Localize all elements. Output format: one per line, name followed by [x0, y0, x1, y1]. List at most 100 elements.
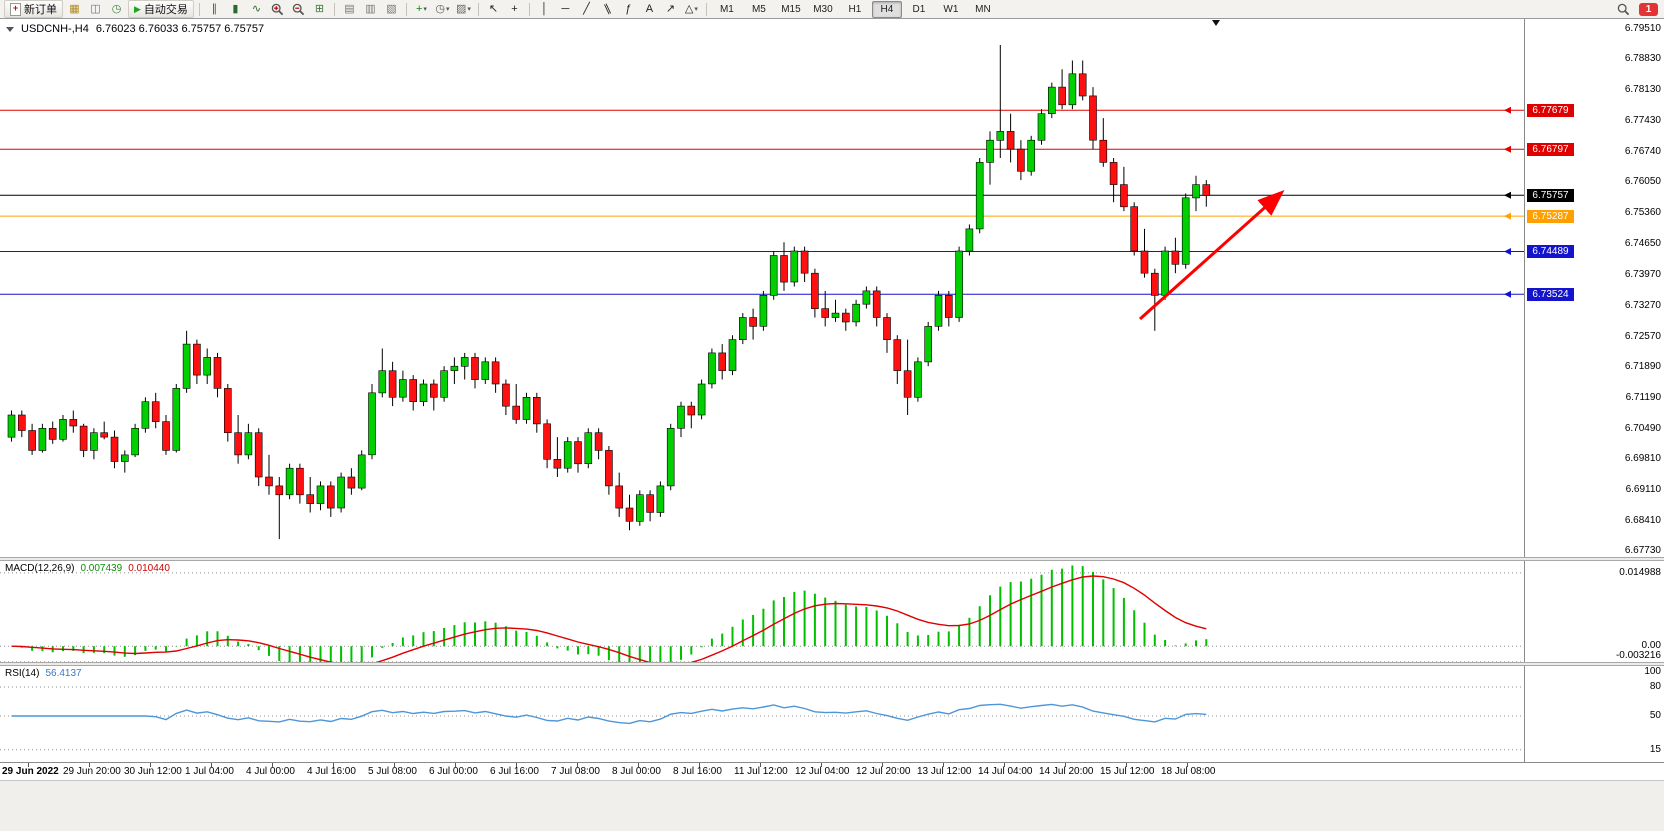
chart-windows-icon[interactable]: ▦: [69, 2, 80, 15]
price-axis-tick: 6.76050: [1624, 176, 1661, 187]
price-axis-tick: 6.71190: [1625, 392, 1661, 403]
rsi-axis-tick: 15: [1649, 744, 1661, 755]
tf-h1[interactable]: H1: [848, 3, 862, 15]
channel-icon[interactable]: ∥: [602, 1, 613, 16]
time-axis-tick: [699, 763, 700, 767]
collapse-icon[interactable]: [6, 26, 14, 32]
vertical-line-icon[interactable]: │: [540, 2, 548, 15]
time-axis-label: 29 Jun 2022: [2, 766, 59, 777]
arrow-tool-icon[interactable]: ↗: [665, 2, 676, 15]
price-axis-tick: 6.75360: [1624, 207, 1661, 218]
rsi-axis-tick: 80: [1649, 681, 1661, 692]
macd-level-lines: [0, 572, 1524, 662]
rsi-line: [11, 703, 1207, 725]
time-axis-label: 8 Jul 16:00: [673, 766, 722, 777]
tf-d1[interactable]: D1: [912, 3, 926, 15]
time-axis-tick: [272, 763, 273, 767]
price-axis-tick: 6.69810: [1624, 453, 1661, 464]
button-label: 自动交易: [143, 4, 188, 16]
time-axis-tick: [211, 763, 212, 767]
fibonacci-icon[interactable]: ƒ: [625, 2, 632, 15]
price-axis-tick: 6.79510: [1624, 23, 1661, 34]
new-order-button[interactable]: + 新订单: [4, 0, 63, 18]
time-axis-label: 11 Jul 12:00: [734, 766, 788, 777]
trend-arrow-annotation[interactable]: [1139, 190, 1285, 321]
price-level-badge[interactable]: 6.73524: [1527, 288, 1574, 301]
price-level-badge[interactable]: 6.76797: [1527, 143, 1574, 156]
time-axis-label: 13 Jul 12:00: [917, 766, 972, 777]
symbol-timeframe-label: USDCNH-,H4: [21, 23, 89, 35]
button-label: 新订单: [24, 4, 57, 16]
tf-mn[interactable]: MN: [975, 3, 991, 15]
chart-shift-icon[interactable]: ▥: [365, 2, 376, 15]
text-icon[interactable]: A: [645, 2, 654, 15]
crosshair-icon[interactable]: +: [511, 2, 518, 15]
time-axis-tick: [943, 763, 944, 767]
periods-icon[interactable]: ◷ ▾: [435, 2, 450, 15]
toolbar-right: 1: [1613, 1, 1661, 17]
cursor-icon[interactable]: ↖: [488, 2, 499, 15]
panel-separator[interactable]: [0, 557, 1664, 561]
price-level-badge[interactable]: 6.75287: [1527, 210, 1574, 223]
horizontal-line-icon[interactable]: ─: [561, 2, 570, 15]
time-axis-tick: [150, 763, 151, 767]
time-axis-label: 4 Jul 00:00: [246, 766, 295, 777]
auto-trading-button[interactable]: ▶ 自动交易: [128, 0, 194, 18]
macd-axis-tick: -0.003216: [1615, 650, 1661, 661]
macd-axis[interactable]: 0.014988 0.00 -0.003216: [1524, 561, 1664, 662]
time-axis-tick: [1187, 763, 1188, 767]
macd-signal-line: [11, 575, 1207, 662]
arrange-grid-icon[interactable]: ▤: [344, 2, 355, 15]
chart-shift-marker: [1212, 20, 1220, 26]
tf-m30[interactable]: M30: [813, 3, 833, 15]
time-axis-tick: [516, 763, 517, 767]
shapes-icon[interactable]: △ ▾: [684, 2, 698, 15]
macd-main-value: 0.007439: [80, 563, 123, 574]
price-axis[interactable]: 6.79510 6.78830 6.78130 6.77430 6.76740 6.760…: [1524, 19, 1664, 557]
tf-h4[interactable]: H4: [871, 0, 902, 18]
macd-svg: [0, 565, 1524, 662]
data-window-icon[interactable]: ◷: [111, 2, 122, 15]
tf-m15[interactable]: M15: [781, 3, 801, 15]
toolbar-separator: [405, 2, 407, 16]
tf-w1[interactable]: W1: [943, 3, 959, 15]
price-axis-tick: 6.73270: [1624, 300, 1661, 311]
candlestick-chart-icon[interactable]: ▮: [232, 2, 239, 15]
search-icon[interactable]: [1613, 1, 1634, 17]
trendline-icon[interactable]: ╱: [583, 2, 590, 15]
profiles-icon[interactable]: ◫: [90, 2, 101, 15]
price-level-badge[interactable]: 6.74489: [1527, 245, 1574, 258]
time-axis-label: 4 Jul 16:00: [307, 766, 356, 777]
time-axis[interactable]: 29 Jun 2022 29 Jun 20:00 30 Jun 12:00 1 Jul…: [0, 762, 1664, 780]
price-axis-tick: 6.70490: [1624, 423, 1661, 434]
notification-badge[interactable]: 1: [1639, 2, 1658, 16]
time-axis-label: 6 Jul 16:00: [490, 766, 539, 777]
price-axis-tick: 6.73970: [1624, 269, 1661, 280]
time-axis-tick: [394, 763, 395, 767]
templates-icon[interactable]: ▨ ▾: [455, 2, 471, 15]
line-price-marker: [1504, 212, 1511, 220]
indicators-icon[interactable]: + ▾: [415, 2, 427, 15]
macd-panel[interactable]: MACD(12,26,9) 0.007439 0.010440 0.014988…: [0, 561, 1664, 662]
price-axis-tick: 6.67730: [1624, 545, 1661, 556]
time-axis-label: 30 Jun 12:00: [124, 766, 182, 777]
auto-scroll-icon[interactable]: ▧: [386, 2, 397, 15]
price-chart-panel[interactable]: USDCNH-,H4 6.76023 6.76033 6.75757 6.757…: [0, 19, 1664, 557]
panel-separator[interactable]: [0, 662, 1664, 666]
tile-windows-icon[interactable]: ⊞: [314, 2, 325, 15]
rsi-axis[interactable]: 100 80 50 15: [1524, 666, 1664, 762]
zoom-in-icon[interactable]: [267, 1, 288, 17]
toolbar-separator: [198, 2, 200, 16]
line-chart-icon[interactable]: ∿: [251, 2, 262, 15]
time-axis-tick: [1004, 763, 1005, 767]
tf-m5[interactable]: M5: [751, 3, 766, 15]
price-level-badge[interactable]: 6.77679: [1527, 104, 1574, 117]
price-axis-tick: 6.69110: [1625, 484, 1661, 495]
bar-chart-icon[interactable]: ∥: [211, 2, 218, 15]
time-axis-label: 15 Jul 12:00: [1100, 766, 1155, 777]
rsi-panel[interactable]: RSI(14) 56.4137 100 80 50 15: [0, 666, 1664, 762]
price-level-badge[interactable]: 6.75757: [1527, 189, 1574, 202]
price-axis-tick: 6.78830: [1624, 53, 1661, 64]
zoom-out-icon[interactable]: [288, 1, 309, 17]
tf-m1[interactable]: M1: [719, 3, 734, 15]
